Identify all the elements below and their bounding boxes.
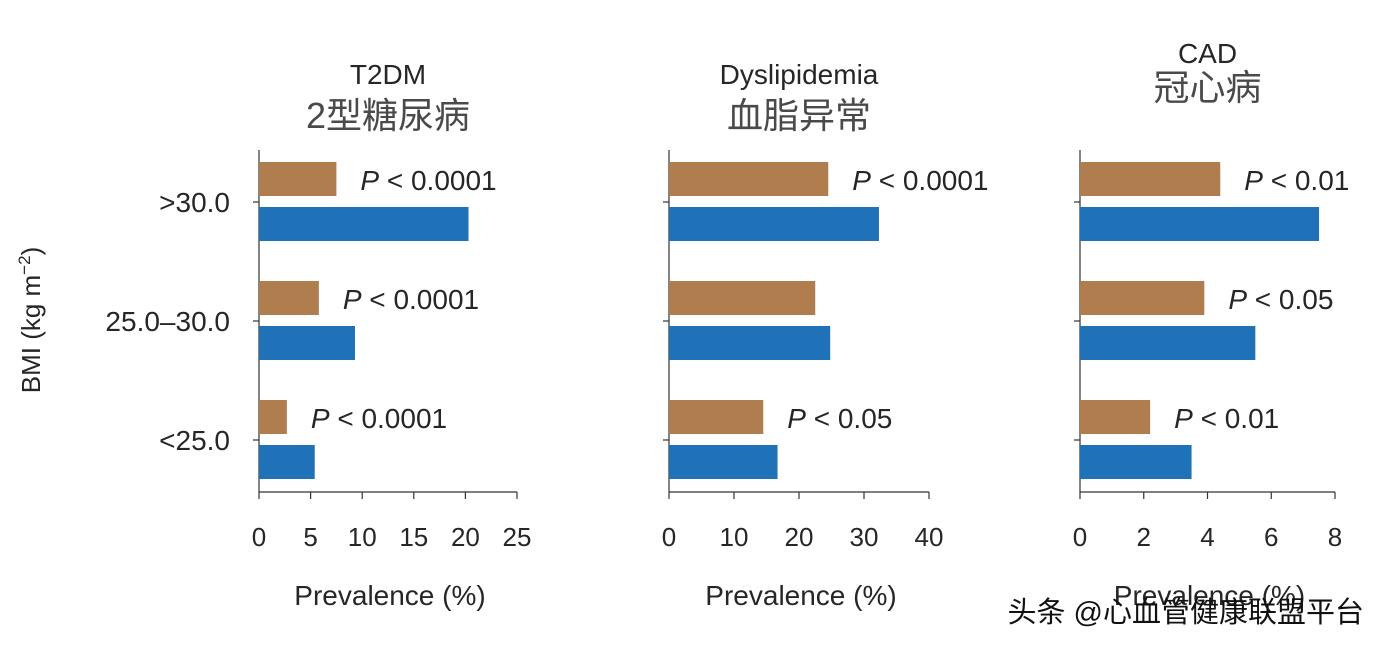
p-value-label: P < 0.0001 (311, 403, 447, 434)
bar-blue (669, 445, 778, 479)
x-axis-label: Prevalence (%) (705, 580, 896, 611)
x-tick-label: 0 (252, 522, 266, 552)
x-tick-label: 15 (399, 522, 428, 552)
x-tick-label: 8 (1328, 522, 1342, 552)
x-tick-label: 20 (451, 522, 480, 552)
category-label: 25.0–30.0 (105, 306, 230, 337)
x-tick-label: 0 (1073, 522, 1087, 552)
bar-brown (1080, 400, 1151, 434)
panel-title: CAD (1178, 38, 1237, 69)
panel-subtitle: 冠心病 (1153, 67, 1261, 108)
bar-blue (259, 207, 469, 241)
x-tick-label: 6 (1264, 522, 1278, 552)
bar-blue (259, 326, 355, 360)
y-axis-title-close: ) (16, 247, 46, 256)
p-value-label: P < 0.01 (1244, 165, 1349, 196)
bar-brown (669, 162, 829, 196)
bar-brown (259, 162, 337, 196)
p-value-label: P < 0.01 (1174, 403, 1279, 434)
x-tick-label: 10 (720, 522, 749, 552)
bar-blue (259, 445, 315, 479)
p-value-label: P < 0.05 (787, 403, 892, 434)
x-axis-label: Prevalence (%) (1114, 580, 1305, 611)
y-axis-title: BMI (kg m−2) (15, 247, 46, 394)
bar-brown (259, 400, 287, 434)
bar-blue (669, 326, 831, 360)
x-tick-label: 40 (915, 522, 944, 552)
bar-blue (669, 207, 879, 241)
bar-blue (1080, 445, 1192, 479)
bar-brown (669, 400, 764, 434)
x-tick-label: 20 (785, 522, 814, 552)
p-value-label: P < 0.0001 (360, 165, 496, 196)
x-axis-label: Prevalence (%) (294, 580, 485, 611)
y-axis-title-sup: −2 (15, 255, 34, 274)
x-tick-label: 10 (348, 522, 377, 552)
watermark-text: 头条 @心血管健康联盟平台 (1008, 596, 1365, 629)
x-tick-label: 30 (850, 522, 879, 552)
p-value-label: P < 0.05 (1228, 284, 1333, 315)
panel-subtitle: 血脂异常 (727, 95, 871, 136)
x-tick-label: 4 (1200, 522, 1214, 552)
chart-panel-t2dm: T2DM 2型糖尿病 0 5 10 15 20 25 Prevalence (%) P < 0.0… (252, 59, 532, 611)
x-tick-label: 5 (303, 522, 317, 552)
category-label: <25.0 (159, 425, 230, 456)
bar-blue (1080, 207, 1320, 241)
bar-brown (669, 281, 816, 315)
category-label: >30.0 (159, 187, 230, 218)
x-tick-label: 0 (662, 522, 676, 552)
x-tick-label: 25 (503, 522, 532, 552)
bar-blue (1080, 326, 1256, 360)
bar-brown (1080, 162, 1221, 196)
panel-title: T2DM (350, 59, 426, 90)
bar-brown (1080, 281, 1205, 315)
x-tick-label: 2 (1137, 522, 1151, 552)
y-axis-title-main: BMI (kg m (16, 275, 46, 393)
panel-subtitle: 2型糖尿病 (306, 95, 470, 136)
chart-panel-dyslipidemia: Dyslipidemia 血脂异常 0 10 20 30 40 Prevalence (%) P… (662, 59, 989, 611)
p-value-label: P < 0.0001 (852, 165, 988, 196)
panel-title: Dyslipidemia (720, 59, 879, 90)
p-value-label: P < 0.0001 (343, 284, 479, 315)
bar-brown (259, 281, 319, 315)
